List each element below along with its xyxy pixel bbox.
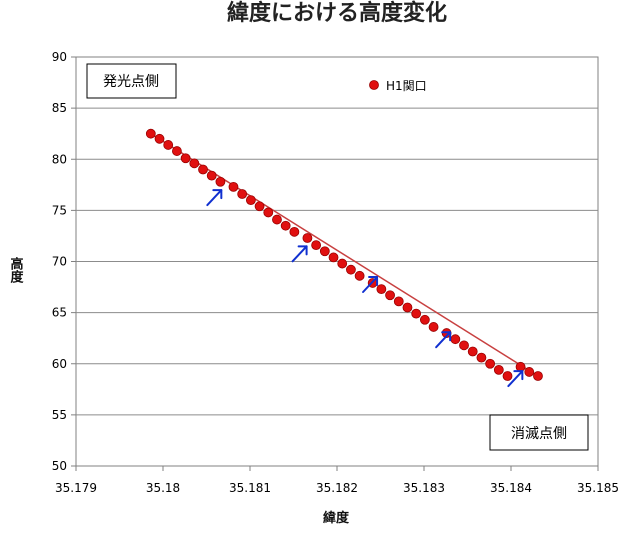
data-point (215, 176, 226, 187)
data-point (311, 240, 322, 251)
data-point (411, 308, 422, 319)
y-tick-label: 75 (52, 203, 67, 217)
y-tick-label: 50 (52, 459, 67, 473)
data-point (502, 371, 513, 381)
y-axis-label: 高度 (8, 256, 24, 284)
data-point (154, 133, 165, 144)
data-point (467, 346, 478, 357)
data-point (172, 146, 182, 156)
data-point (402, 302, 413, 313)
x-tick-label: 35.182 (316, 481, 358, 495)
data-point (263, 207, 274, 218)
arrow-head (212, 189, 223, 200)
data-point (189, 158, 200, 169)
annotation-emission-side: 発光点側 (86, 63, 177, 99)
data-point (459, 340, 469, 351)
data-point (393, 296, 404, 307)
y-tick-label: 70 (52, 255, 67, 269)
data-points (145, 128, 543, 381)
data-point (280, 220, 291, 231)
y-axis-ticks: 50 55 60 65 70 75 80 85 90 (52, 50, 76, 473)
x-tick-label: 35.179 (55, 481, 97, 495)
x-tick-label: 35.185 (577, 481, 619, 495)
x-axis-ticks: 35.179 35.18 35.181 35.182 35.183 35.184 35.18… (55, 466, 619, 495)
chart-title: 緯度における高度変化 (227, 0, 447, 26)
y-tick-label: 90 (52, 50, 67, 64)
arrow-shaft (435, 331, 452, 349)
grid-lines (76, 107, 598, 416)
data-point (245, 195, 256, 206)
arrow-annotations (206, 189, 524, 388)
arrow-shaft (291, 245, 308, 263)
data-point (302, 233, 313, 243)
annotation-text: 発光点側 (103, 74, 159, 90)
y-tick-label: 55 (52, 408, 67, 422)
annotation-text: 消滅点側 (511, 426, 567, 442)
legend-marker (369, 80, 379, 90)
y-tick-label: 65 (52, 306, 67, 320)
x-tick-label: 35.181 (229, 481, 271, 495)
x-tick-label: 35.183 (403, 481, 445, 495)
data-point (515, 361, 526, 372)
data-point (476, 352, 487, 363)
arrow-shaft (507, 370, 524, 388)
data-point (272, 214, 282, 225)
data-point (337, 258, 348, 269)
data-point (524, 367, 535, 377)
data-point (163, 140, 174, 150)
data-point (493, 364, 504, 375)
data-point (385, 290, 395, 301)
arrow-shaft (362, 275, 379, 293)
annotation-extinction-side: 消滅点側 (489, 414, 589, 451)
legend-label: H1関口 (386, 79, 427, 93)
direction-arrow (362, 275, 379, 293)
data-point (346, 264, 356, 275)
data-point (328, 252, 339, 263)
data-point (485, 358, 496, 369)
y-tick-label: 80 (52, 152, 67, 166)
legend: H1関口 (369, 79, 427, 93)
data-point (228, 181, 239, 192)
data-point (450, 334, 461, 345)
annotation-box (86, 63, 177, 99)
annotation-box (489, 414, 589, 451)
data-point (206, 170, 217, 181)
arrow-head (297, 245, 308, 256)
data-point (289, 226, 300, 237)
arrow-head (441, 331, 452, 342)
data-point (237, 189, 248, 199)
data-point (145, 128, 156, 139)
data-point (198, 164, 208, 175)
data-point (180, 153, 191, 164)
data-point (376, 284, 387, 295)
data-point (354, 270, 365, 281)
x-tick-label: 35.18 (146, 481, 180, 495)
y-tick-label: 85 (52, 101, 67, 115)
arrow-shaft (206, 189, 223, 207)
direction-arrow (206, 189, 223, 207)
direction-arrow (507, 370, 524, 388)
direction-arrow (291, 245, 308, 263)
arrow-head (368, 275, 379, 286)
data-point (254, 201, 265, 212)
arrow-head (513, 370, 524, 381)
data-point (419, 314, 430, 325)
x-tick-label: 35.184 (490, 481, 532, 495)
direction-arrow (435, 331, 452, 349)
data-point (533, 371, 543, 381)
x-axis-label: 緯度 (323, 510, 350, 526)
y-tick-label: 60 (52, 357, 67, 371)
data-point (428, 322, 439, 332)
data-point (319, 246, 330, 257)
